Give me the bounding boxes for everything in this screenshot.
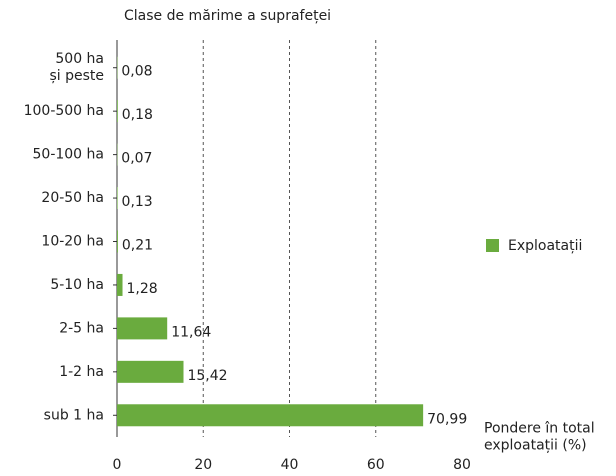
- bar: [117, 273, 123, 296]
- data-label: 0,18: [122, 107, 153, 123]
- legend-label: Exploatații: [508, 238, 582, 254]
- legend-swatch: [486, 239, 499, 252]
- data-label: 0,21: [122, 238, 153, 254]
- data-label: 1,28: [127, 281, 158, 297]
- x-axis-title: Pondere în total exploatații (%): [484, 421, 595, 454]
- bar: [117, 317, 168, 340]
- y-tick-label: 500 ha și peste: [49, 51, 104, 84]
- x-tick-label: 20: [194, 457, 212, 473]
- y-tick-label: 10-20 ha: [41, 234, 104, 250]
- y-axis-title: Clase de mărime a suprafeței: [124, 8, 331, 24]
- y-tick-label: 1-2 ha: [59, 364, 104, 380]
- data-label: 0,08: [121, 64, 152, 80]
- data-label: 11,64: [171, 324, 211, 340]
- x-tick-label: 0: [113, 457, 122, 473]
- bar: [117, 100, 118, 123]
- y-tick-label: 100-500 ha: [24, 103, 104, 119]
- bar: [117, 360, 184, 383]
- data-label: 15,42: [187, 368, 227, 384]
- data-label: 0,07: [121, 151, 152, 167]
- x-tick-label: 60: [367, 457, 385, 473]
- y-tick-label: 5-10 ha: [50, 277, 104, 293]
- bar: [117, 404, 424, 427]
- y-tick-label: sub 1 ha: [44, 407, 104, 423]
- x-tick-label: 40: [281, 457, 299, 473]
- y-tick-label: 50-100 ha: [33, 147, 105, 163]
- x-tick-label: 80: [453, 457, 471, 473]
- data-label: 0,13: [122, 194, 153, 210]
- y-tick-label: 2-5 ha: [59, 320, 104, 336]
- y-tick-label: 20-50 ha: [41, 190, 104, 206]
- bar: [117, 230, 118, 253]
- bar: [117, 187, 118, 210]
- data-label: 70,99: [427, 411, 467, 427]
